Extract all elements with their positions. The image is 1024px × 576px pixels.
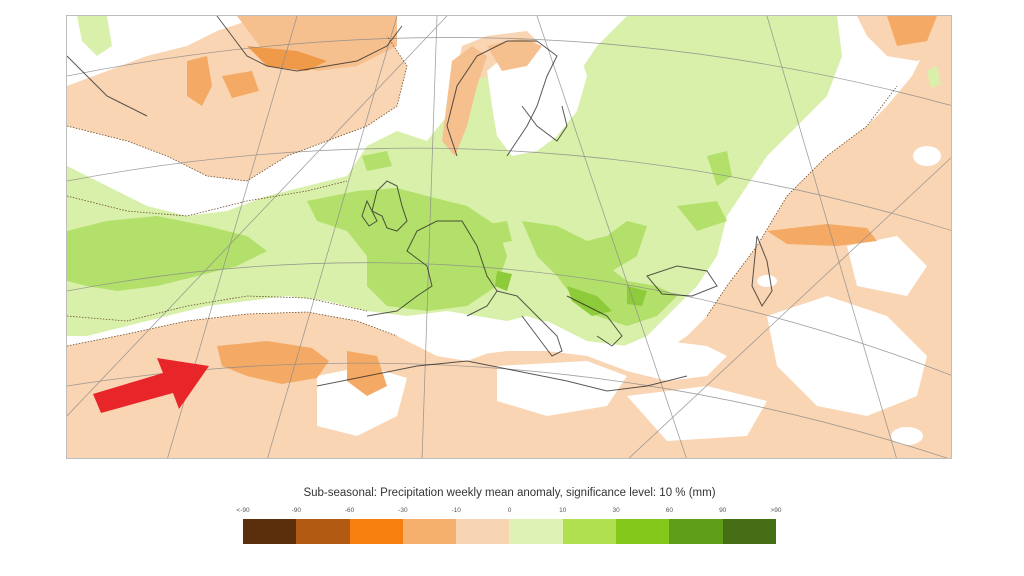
legend-tick: -30 (398, 507, 408, 514)
legend-ticks: <-90 -90 -60 -30 -10 0 10 30 60 90 >90 (236, 507, 781, 517)
legend-tick: <-90 (236, 507, 250, 514)
legend-swatch (402, 519, 457, 544)
dry-medium-patches (187, 16, 937, 396)
coastlines (67, 16, 773, 392)
legend-tick: 30 (612, 507, 620, 514)
legend-tick: 60 (665, 507, 674, 514)
legend-tick: >90 (770, 507, 782, 514)
anomaly-map (66, 15, 952, 459)
wet-strong-patches (495, 271, 647, 316)
graticule (67, 16, 951, 458)
legend-swatch (296, 519, 350, 544)
legend-tick: -10 (451, 507, 461, 514)
legend-title: Sub-seasonal: Precipitation weekly mean … (303, 487, 716, 499)
legend-swatch (509, 519, 563, 544)
legend-swatch (349, 519, 403, 544)
mediterranean-neutral (417, 316, 727, 381)
legend-tick: -60 (344, 507, 355, 514)
scandinavia-neutral (487, 41, 587, 156)
map-canvas (67, 16, 951, 458)
legend-swatch (616, 519, 670, 544)
legend-swatch (722, 519, 776, 544)
red-arrow-annotation (93, 358, 209, 413)
legend-tick: 0 (507, 507, 512, 514)
legend-swatch (243, 519, 297, 544)
legend-tick: -90 (291, 507, 301, 514)
legend-tick: 90 (719, 507, 727, 514)
legend-swatch (669, 519, 723, 544)
significance-contours (67, 35, 898, 347)
legend-swatch (562, 519, 617, 544)
legend-tick: 10 (559, 507, 567, 514)
wet-anomaly-regions (67, 16, 941, 351)
legend-swatch (456, 519, 510, 544)
legend-color-bar (243, 519, 776, 544)
